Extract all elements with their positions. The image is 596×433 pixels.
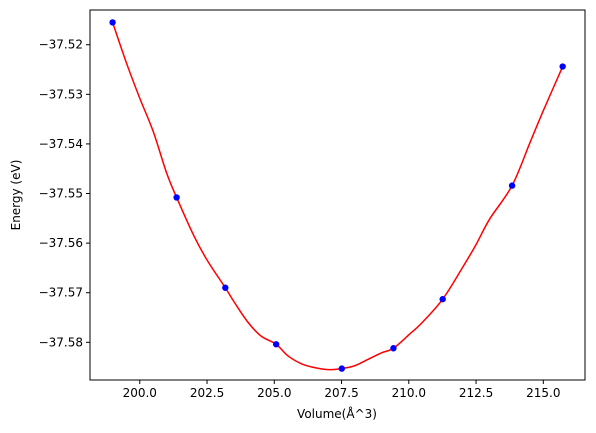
- y-tick-label: −37.56: [39, 236, 83, 250]
- x-tick-label: 205.0: [257, 386, 291, 400]
- y-tick-label: −37.57: [39, 286, 83, 300]
- data-point: [173, 194, 180, 201]
- fit-curve-line: [111, 22, 564, 371]
- x-tick-label: 207.5: [324, 386, 358, 400]
- y-axis-ticks: −37.52 −37.53 −37.54 −37.55 −37.56 −37.57 −37.…: [39, 38, 90, 349]
- y-tick-label: −37.53: [39, 87, 83, 101]
- x-tick-label: 212.5: [459, 386, 493, 400]
- y-tick-label: −37.54: [39, 137, 83, 151]
- fit-curve-layer: [111, 22, 564, 371]
- x-axis-label: Volume(Å^3): [297, 406, 377, 421]
- y-tick-label: −37.58: [39, 335, 83, 349]
- y-axis-label: Energy (eV): [9, 160, 23, 231]
- data-point: [508, 182, 516, 189]
- plot-area-frame: [89, 9, 586, 381]
- y-tick-label: −37.52: [39, 38, 83, 52]
- y-tick-label: −37.55: [39, 187, 83, 201]
- x-axis-ticks: 200.0 202.5 205.0 207.5 210.0 212.5 215.0: [123, 380, 560, 400]
- data-point: [338, 365, 346, 372]
- data-point: [559, 63, 566, 70]
- data-point: [109, 19, 116, 26]
- data-point: [222, 284, 229, 291]
- x-tick-label: 202.5: [190, 386, 224, 400]
- x-tick-label: 215.0: [526, 386, 560, 400]
- data-points-layer: [109, 19, 566, 372]
- data-point: [272, 341, 280, 348]
- data-point: [439, 295, 446, 303]
- x-tick-label: 210.0: [392, 386, 426, 400]
- x-tick-label: 200.0: [123, 386, 157, 400]
- data-point: [390, 345, 397, 352]
